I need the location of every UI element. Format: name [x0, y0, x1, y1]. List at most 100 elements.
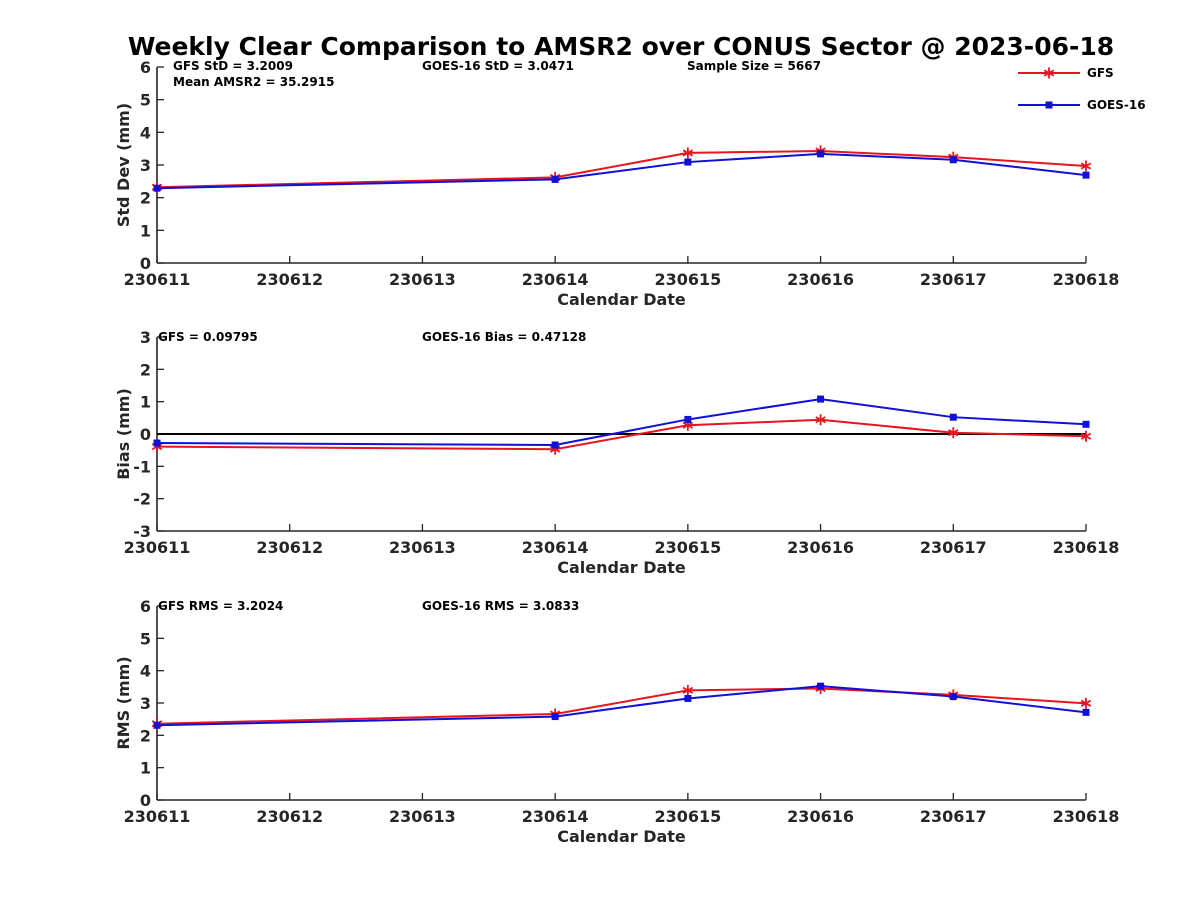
x-tick-label: 230614: [522, 807, 589, 826]
x-tick-label: 230615: [654, 270, 721, 289]
y-tick-label: 3: [140, 694, 151, 713]
x-axis-label: Calendar Date: [557, 827, 686, 846]
goes16-data-point: [684, 694, 692, 702]
asterisk-stroke: [682, 686, 694, 694]
x-tick-label: 230612: [256, 270, 323, 289]
y-tick-label: 1: [140, 393, 151, 412]
goes16-data-point: [551, 175, 559, 183]
y-tick-label: -2: [133, 490, 151, 509]
x-tick-label: 230612: [256, 538, 323, 557]
y-tick-label: 1: [140, 221, 151, 240]
stat-annotation: GOES-16 Bias = 0.47128: [422, 330, 586, 344]
figure-title: Weekly Clear Comparison to AMSR2 over CO…: [128, 32, 1114, 61]
stat-annotation: GFS = 0.09795: [158, 330, 258, 344]
panel-2: -3 -2 -1 0 1 2 3 230611 230612 230613 230614 230615…: [114, 328, 1119, 577]
y-tick-label: 6: [140, 58, 151, 77]
y-tick-label: 4: [140, 123, 151, 142]
asterisk-stroke: [682, 149, 694, 157]
x-tick-label: 230614: [522, 270, 589, 289]
legend-label: GFS: [1087, 66, 1114, 80]
goes16-data-point: [817, 395, 825, 403]
gfs-data-point: [1080, 160, 1092, 172]
x-tick-label: 230611: [124, 807, 191, 826]
y-tick-label: 2: [140, 726, 151, 745]
x-tick-label: 230613: [389, 270, 456, 289]
goes16-data-point: [949, 693, 957, 701]
goes16-data-point: [684, 158, 692, 166]
asterisk-stroke: [1080, 162, 1092, 170]
y-tick-label: 2: [140, 189, 151, 208]
y-tick-label: 5: [140, 91, 151, 110]
y-tick-label: 5: [140, 629, 151, 648]
series-line-gfs: [156, 687, 1087, 725]
goes16-data-point: [817, 682, 825, 690]
x-axis-label: Calendar Date: [557, 558, 686, 577]
series-line-goes16: [156, 398, 1087, 446]
x-tick-label: 230612: [256, 807, 323, 826]
panel-3: 0 1 2 3 4 5 6 230611 230612 230613 230614 230615 230…: [114, 597, 1119, 846]
x-tick-label: 230613: [389, 807, 456, 826]
x-tick-label: 230617: [920, 270, 987, 289]
goes16-data-point: [949, 156, 957, 164]
x-tick-label: 230618: [1053, 270, 1120, 289]
gfs-data-point: [682, 684, 694, 696]
y-tick-label: 3: [140, 328, 151, 347]
series-line-gfs: [156, 418, 1087, 451]
goes16-data-point: [153, 721, 161, 729]
goes16-data-point: [153, 439, 161, 447]
x-tick-label: 230613: [389, 538, 456, 557]
asterisk-stroke: [948, 429, 959, 437]
y-tick-label: 2: [140, 360, 151, 379]
y-axis-label: Bias (mm): [114, 388, 133, 480]
stat-annotation: GFS RMS = 3.2024: [158, 599, 283, 613]
x-axis-label: Calendar Date: [557, 290, 686, 309]
y-tick-label: 0: [140, 254, 151, 273]
asterisk-stroke: [1080, 432, 1092, 440]
gfs-data-point: [1080, 697, 1092, 709]
x-tick-label: 230615: [654, 807, 721, 826]
goes16-data-point: [1082, 171, 1090, 179]
y-axis-label: RMS (mm): [114, 656, 133, 749]
goes16-data-point: [949, 413, 957, 421]
x-tick-label: 230618: [1053, 807, 1120, 826]
series-line-gfs: [156, 149, 1087, 189]
stat-annotation: GOES-16 RMS = 3.0833: [422, 599, 579, 613]
series-line-goes16: [156, 685, 1087, 727]
y-tick-label: -3: [133, 522, 151, 541]
x-tick-label: 230616: [787, 538, 854, 557]
goes16-data-point: [684, 415, 692, 423]
legend-label: GOES-16: [1087, 98, 1146, 112]
asterisk-stroke: [1080, 699, 1092, 707]
series-line-goes16: [156, 152, 1087, 190]
x-tick-label: 230616: [787, 270, 854, 289]
y-tick-label: 1: [140, 759, 151, 778]
x-tick-label: 230615: [654, 538, 721, 557]
asterisk-stroke: [815, 416, 826, 424]
goes16-data-point: [817, 150, 825, 158]
gfs-data-point: [815, 414, 826, 426]
stat-annotation: Sample Size = 5667: [687, 59, 821, 73]
x-tick-label: 230616: [787, 807, 854, 826]
stat-annotation: GFS StD = 3.2009: [173, 59, 293, 73]
goes16-data-point: [1082, 420, 1090, 428]
y-tick-label: 0: [140, 425, 151, 444]
goes16-data-point: [1082, 708, 1090, 716]
goes16-data-point: [153, 184, 161, 192]
gfs-data-point: [1080, 430, 1092, 442]
x-tick-label: 230611: [124, 538, 191, 557]
panel-1: 0 1 2 3 4 5 6 230611 230612 230613 230614 230615 230…: [114, 58, 1119, 309]
legend-square-marker: [1045, 101, 1053, 109]
gfs-data-point: [948, 427, 959, 439]
stat-annotation: Mean AMSR2 = 35.2915: [173, 75, 334, 89]
x-tick-label: 230618: [1053, 538, 1120, 557]
goes16-data-point: [551, 441, 559, 449]
asterisk-stroke: [682, 421, 694, 429]
y-tick-label: 4: [140, 662, 151, 681]
y-tick-label: 6: [140, 597, 151, 616]
y-axis-label: Std Dev (mm): [114, 103, 133, 227]
x-tick-label: 230617: [920, 538, 987, 557]
stat-annotation: GOES-16 StD = 3.0471: [422, 59, 574, 73]
x-tick-label: 230617: [920, 807, 987, 826]
